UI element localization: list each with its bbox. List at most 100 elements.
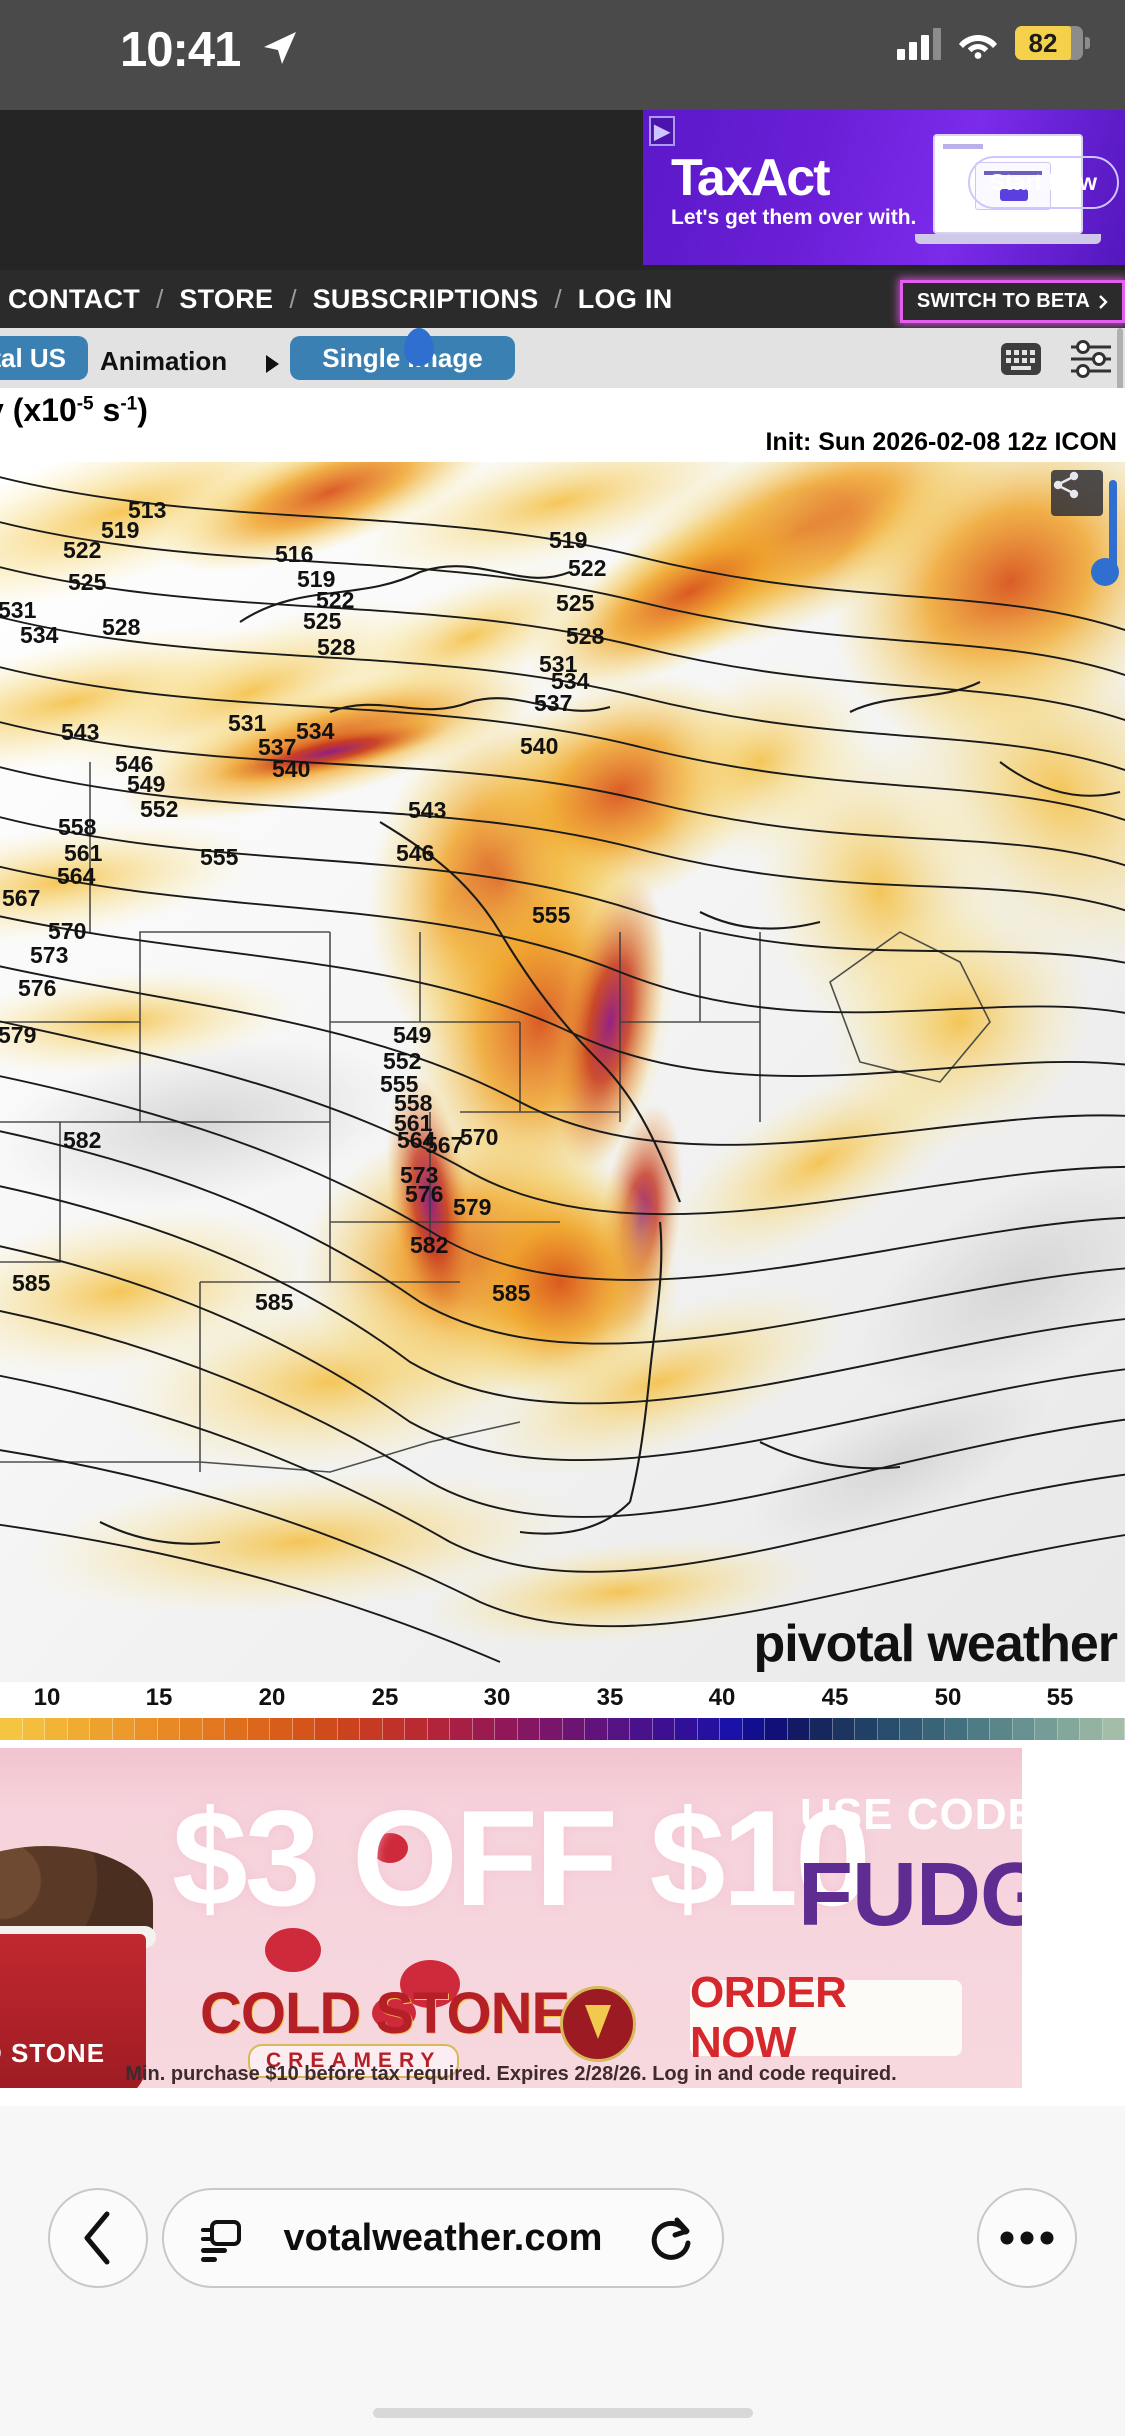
play-caret-icon[interactable]: [266, 355, 279, 373]
contour-label: 576: [405, 1181, 444, 1207]
colorbar-swatch: [540, 1718, 563, 1740]
colorbar-swatch: [202, 1718, 225, 1740]
reload-icon[interactable]: [650, 2216, 696, 2264]
plot-title-main: y (x10: [0, 392, 77, 428]
colorbar-swatch: [652, 1718, 675, 1740]
nav-link-subscriptions[interactable]: SUBSCRIPTIONS: [312, 283, 539, 314]
colorbar-swatch: [1012, 1718, 1035, 1740]
nav-link-store[interactable]: STORE: [179, 283, 274, 314]
colorbar-swatch: [922, 1718, 945, 1740]
contour-label: 543: [408, 797, 447, 823]
contour-label: 525: [303, 608, 342, 634]
colorbar-swatch: [292, 1718, 315, 1740]
colorbar-swatch: [945, 1718, 968, 1740]
contour-label: 549: [393, 1022, 432, 1048]
contour-label: 579: [453, 1194, 492, 1220]
contour-label: 579: [0, 1022, 37, 1048]
share-glyph: [1053, 471, 1079, 499]
taxact-ad[interactable]: ▶ TaxAct Let's get them over with. Start…: [643, 110, 1125, 265]
colorbar-swatch: [90, 1718, 113, 1740]
contour-label: 582: [63, 1127, 102, 1153]
colorbar-swatch: [517, 1718, 540, 1740]
nav-link-log-in[interactable]: LOG IN: [577, 283, 673, 314]
colorbar-swatch: [720, 1718, 743, 1740]
back-button[interactable]: [48, 2188, 148, 2288]
colorbar-swatch: [405, 1718, 428, 1740]
cold-stone-seal-icon: [560, 1986, 636, 2062]
colorbar-swatch: [855, 1718, 878, 1740]
single-image-button[interactable]: Single Image: [290, 336, 515, 380]
colorbar-swatch: [1080, 1718, 1103, 1740]
colorbar-swatch: [1035, 1718, 1058, 1740]
colorbar-tick: 20: [258, 1684, 286, 1711]
colorbar-swatch: [112, 1718, 135, 1740]
contour-label: 540: [520, 733, 559, 759]
contour-label: 567: [2, 885, 41, 911]
colorbar-swatch: [900, 1718, 923, 1740]
share-icon[interactable]: [1051, 470, 1103, 516]
taxact-tagline: Let's get them over with.: [671, 206, 917, 229]
colorbar-tick: 40: [708, 1684, 736, 1711]
reader-view-icon[interactable]: [198, 2218, 242, 2262]
contour-label: 525: [68, 569, 107, 595]
cold-stone-ad[interactable]: D STONE $3 OFF $10 USE CODE: FUDGE COLD …: [0, 1748, 1022, 2088]
plot-title-exp1: -5: [76, 393, 94, 415]
contour-label: 537: [258, 734, 297, 760]
colorbar-swatch: [585, 1718, 608, 1740]
pivotal-weather-watermark: pivotal weather: [753, 1615, 1118, 1673]
colorbar-tick: 55: [1046, 1684, 1074, 1711]
cup-label: D STONE: [0, 2038, 106, 2068]
colorbar-swatch: [315, 1718, 338, 1740]
battery-percent: 82: [1028, 28, 1058, 58]
map-borders: [0, 762, 991, 1473]
colorbar-tick: 50: [934, 1684, 962, 1711]
colorbar-swatch: [225, 1718, 248, 1740]
colorbar-swatch: [22, 1718, 45, 1740]
url-bar[interactable]: votalweather.com: [162, 2188, 724, 2288]
colorbar-swatch: [270, 1718, 293, 1740]
keyboard-icon[interactable]: [1001, 343, 1041, 375]
colorbar-swatch: [1102, 1718, 1125, 1740]
colorbar-swatch: [450, 1718, 473, 1740]
map-coastline: [99, 565, 1121, 1545]
contour-label: 561: [394, 1110, 433, 1136]
order-now-button[interactable]: ORDER NOW: [690, 1968, 962, 2067]
switch-to-beta-button[interactable]: SWITCH TO BETA: [899, 280, 1125, 323]
map-frame-slider-knob[interactable]: [1091, 558, 1119, 586]
region-selector-button[interactable]: ental US: [0, 336, 88, 380]
colorbar-swatch: [832, 1718, 855, 1740]
cellular-signal-icon: [897, 26, 941, 60]
vorticity-shading: [0, 462, 1125, 1646]
colorbar-tick: 15: [145, 1684, 173, 1711]
contour-label: 582: [410, 1232, 449, 1258]
url-text[interactable]: votalweather.com: [283, 2216, 603, 2259]
status-bar-indicators: 82: [897, 26, 1090, 60]
colorbar-swatch: [990, 1718, 1013, 1740]
toolbar-position-marker[interactable]: [404, 328, 434, 366]
colorbar-swatch: [562, 1718, 585, 1740]
contour-label: 573: [30, 942, 69, 968]
taxact-cta-button[interactable]: Start Now: [967, 156, 1119, 209]
contour-label: 525: [556, 590, 595, 616]
nav-link-contact[interactable]: CONTACT: [8, 283, 141, 314]
contour-label: 552: [140, 796, 179, 822]
taxact-brand: TaxAct: [671, 149, 831, 207]
colorbar-swatch: [337, 1718, 360, 1740]
colorbar-swatch: [697, 1718, 720, 1740]
contour-label: 519: [101, 517, 140, 543]
ad-choices-icon[interactable]: ▶: [649, 116, 675, 146]
animation-label[interactable]: Animation: [100, 346, 228, 376]
more-button[interactable]: [977, 2188, 1077, 2288]
contour-label: 516: [275, 541, 314, 567]
contour-label: 558: [394, 1090, 433, 1116]
colorbar-tick: 35: [596, 1684, 624, 1711]
contour-label: 513: [128, 497, 167, 523]
colorbar-swatch: [360, 1718, 383, 1740]
contour-label: 570: [460, 1124, 499, 1150]
use-code-label: USE CODE:: [800, 1790, 1022, 1839]
weather-map[interactable]: 513 519 522 525 531 528 534 516 519 522 …: [0, 462, 1125, 1682]
contour-label: 528: [566, 623, 605, 649]
sliders-icon[interactable]: [1069, 340, 1113, 378]
map-frame-slider[interactable]: [1091, 480, 1119, 586]
